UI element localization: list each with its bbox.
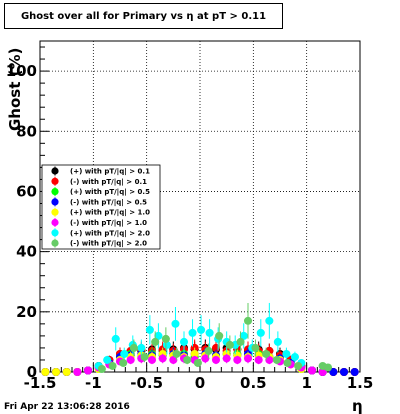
- data-point: [62, 368, 71, 376]
- data-point: [183, 355, 192, 364]
- data-point: [129, 343, 138, 352]
- data-point: [273, 337, 282, 346]
- data-point: [188, 328, 197, 337]
- data-point: [282, 349, 291, 358]
- data-point: [52, 368, 60, 376]
- y-tick-label: 0: [27, 363, 37, 381]
- data-point: [265, 355, 274, 364]
- legend-label: (+) with pT/|q| > 0.5: [70, 188, 150, 197]
- data-point: [145, 325, 154, 334]
- data-point: [340, 368, 348, 376]
- data-point: [262, 349, 271, 358]
- data-point: [290, 352, 299, 361]
- data-point: [158, 354, 167, 363]
- y-tick-label: 80: [16, 122, 37, 140]
- data-point: [294, 361, 303, 370]
- data-point: [205, 328, 214, 337]
- x-tick-label: 0.5: [240, 374, 267, 392]
- x-tick-label: 0: [195, 374, 205, 392]
- data-point: [197, 325, 206, 334]
- data-point: [236, 337, 245, 346]
- legend-label: (+) with pT/|q| > 2.0: [70, 229, 150, 238]
- x-tick-label: 1.5: [347, 374, 374, 392]
- legend-label: (-) with pT/|q| > 2.0: [70, 240, 147, 249]
- y-tick-label: 60: [16, 182, 37, 200]
- data-point: [350, 368, 359, 376]
- data-point: [244, 316, 252, 325]
- data-point: [161, 334, 170, 343]
- data-point: [126, 355, 135, 364]
- data-point: [308, 366, 316, 375]
- data-point: [272, 355, 281, 364]
- legend-label: (-) with pT/|q| > 1.0: [70, 219, 147, 228]
- data-point: [201, 354, 210, 363]
- data-point: [251, 343, 260, 352]
- data-point: [103, 355, 112, 364]
- data-point: [73, 368, 82, 376]
- data-point: [256, 328, 265, 337]
- legend-label: (-) with pT/|q| > 0.1: [70, 178, 147, 187]
- plot-title: Ghost over all for Primary vs η at pT > …: [4, 3, 283, 29]
- legend-label: (-) with pT/|q| > 0.5: [70, 198, 147, 207]
- data-point: [239, 331, 248, 340]
- data-point: [265, 316, 274, 325]
- y-tick-label: 20: [16, 303, 37, 321]
- data-point: [169, 355, 178, 364]
- y-tick-label: 100: [6, 62, 37, 80]
- data-point: [108, 361, 117, 370]
- data-point: [193, 358, 202, 367]
- data-point: [171, 319, 180, 328]
- data-point: [329, 368, 338, 376]
- data-point: [254, 355, 263, 364]
- legend-box: [41, 164, 161, 250]
- data-point: [162, 340, 171, 349]
- legend: (+) with pT/|q| > 0.1(-) with pT/|q| > 0…: [41, 164, 161, 250]
- axis-ticks: -1.5 -1 -0.5 0 0.5 1 1.5 0 20 40 60 80 100: [6, 46, 374, 392]
- data-point: [225, 340, 234, 349]
- data-point: [318, 368, 327, 376]
- data-point: [137, 343, 146, 352]
- x-tick-label: 1: [301, 374, 311, 392]
- x-tick-label: -1.5: [24, 374, 57, 392]
- data-point: [140, 352, 149, 361]
- x-tick-label: -0.5: [130, 374, 163, 392]
- data-point: [212, 355, 220, 364]
- data-point: [222, 354, 231, 363]
- data-point: [172, 349, 181, 358]
- x-tick-label: -1: [85, 374, 102, 392]
- data-point: [84, 366, 92, 375]
- x-axis-title: η: [352, 397, 363, 414]
- data-point: [41, 368, 50, 376]
- data-point: [204, 346, 213, 355]
- data-point: [283, 358, 292, 367]
- footer-date: Fri Apr 22 13:06:28 2016: [4, 402, 130, 412]
- legend-label: (+) with pT/|q| > 0.1: [70, 168, 150, 177]
- data-point: [97, 364, 106, 373]
- y-axis-title: Ghost (%): [6, 48, 24, 131]
- data-point: [120, 349, 129, 358]
- y-tick-label: 40: [16, 243, 37, 261]
- data-point: [190, 349, 199, 358]
- data-point: [244, 354, 252, 363]
- data-point: [154, 331, 163, 340]
- data-point: [324, 363, 332, 372]
- data-point: [148, 355, 156, 364]
- data-point: [111, 334, 120, 343]
- data-point: [151, 337, 160, 346]
- legend-label: (+) with pT/|q| > 1.0: [70, 209, 150, 218]
- data-point: [180, 337, 188, 346]
- data-series: [41, 302, 359, 376]
- data-point: [233, 355, 242, 364]
- data-point: [119, 358, 128, 367]
- series-7: [97, 302, 332, 373]
- data-point: [215, 331, 224, 340]
